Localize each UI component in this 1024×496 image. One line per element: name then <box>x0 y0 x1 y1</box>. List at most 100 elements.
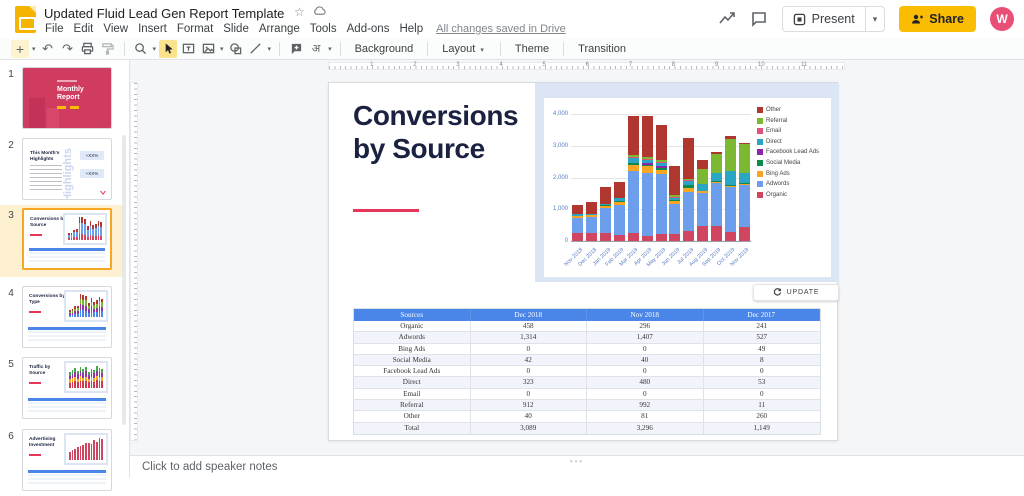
transition-button[interactable]: Transition <box>578 42 627 55</box>
menu-view[interactable]: View <box>103 23 129 35</box>
stacked-bar-feb-2019 <box>613 182 625 241</box>
bullet-lines <box>30 165 62 191</box>
document-title[interactable]: Updated Fluid Lead Gen Report Template <box>44 6 285 21</box>
notes-resize-handle[interactable]: ••• <box>569 457 585 466</box>
layout-button[interactable]: Layout ▾ <box>442 42 484 55</box>
filmstrip-slide-5[interactable]: 5 Traffic by Source <box>0 354 126 424</box>
stacked-bar-mar-2019 <box>627 115 639 241</box>
table-row-referral: Referral 912 992 11 <box>354 400 820 412</box>
mini-chart <box>66 363 106 391</box>
legend-item-direct: Direct <box>757 138 819 145</box>
share-button[interactable]: Share <box>899 6 976 32</box>
menu-insert[interactable]: Insert <box>138 23 167 35</box>
filmstrip-slide-1[interactable]: 1 Monthly Report <box>0 64 126 134</box>
menu-arrange[interactable]: Arrange <box>258 23 300 35</box>
slide-3-thumbnail[interactable]: Conversions by Source <box>22 208 112 270</box>
input-tools-caret[interactable]: ▾ <box>328 45 332 53</box>
share-label: Share <box>929 12 964 26</box>
top-bar: Updated Fluid Lead Gen Report Template ☆… <box>0 0 1024 38</box>
chart-update-button[interactable]: UPDATE <box>753 284 839 301</box>
edit-toolbar: + ▾ ↶ ↷ ▾ ▾ ▾ अ ▾ Background Layout ▾ Th… <box>0 38 1024 60</box>
slide-5-thumbnail[interactable]: Traffic by Source <box>22 357 112 419</box>
present-options-caret[interactable]: ▾ <box>872 13 878 24</box>
select-tool-icon[interactable] <box>159 39 178 58</box>
slide-title-textbox[interactable]: Conversions by Source <box>353 100 519 165</box>
mini-table <box>28 327 106 343</box>
menu-help[interactable]: Help <box>399 23 424 35</box>
table-row-bing-ads: Bing Ads 0 0 49 <box>354 343 820 355</box>
speaker-notes-input[interactable]: Click to add speaker notes <box>142 461 278 473</box>
stacked-bar-may-2019 <box>655 125 667 241</box>
chart-legend: Other Referral Email Direct Facebook Lead Ad… <box>757 107 819 202</box>
mini-chart <box>66 292 106 320</box>
speaker-notes-panel: ••• Click to add speaker notes <box>130 455 1024 478</box>
insert-line-icon[interactable] <box>247 40 265 58</box>
filmstrip-scrollbar[interactable] <box>122 135 126 425</box>
conversions-chart[interactable]: Other Referral Email Direct Facebook Lead Ad… <box>544 98 831 277</box>
menu-slide[interactable]: Slide <box>223 23 249 35</box>
table-row-social-media: Social Media 42 40 8 <box>354 354 820 367</box>
star-icon[interactable]: ☆ <box>294 5 305 19</box>
filmstrip-slide-2[interactable]: 2 This Month's Highlights Highlights +XX… <box>0 135 126 205</box>
legend-item-other: Other <box>757 107 819 113</box>
menu-file[interactable]: File <box>45 23 64 35</box>
mini-chart <box>66 435 106 463</box>
stacked-bar-sep-2019 <box>710 152 722 241</box>
slide-4-thumbnail[interactable]: Conversions by Type <box>22 286 112 348</box>
table-row-email: Email 0 0 0 <box>354 388 820 401</box>
stacked-bar-nov-2019 <box>738 142 750 241</box>
mini-chart <box>65 215 105 243</box>
menu-edit[interactable]: Edit <box>73 23 94 35</box>
menu-format[interactable]: Format <box>176 23 214 35</box>
menu-add-ons[interactable]: Add-ons <box>346 23 390 35</box>
filmstrip-slide-6[interactable]: 6 Advertising Investment <box>0 426 126 496</box>
present-label: Present <box>811 12 855 26</box>
comment-history-icon[interactable] <box>750 10 768 28</box>
sources-data-table[interactable]: Sources Dec 2018 Nov 2018 Dec 2017 Organic 45… <box>353 308 821 435</box>
insert-comment-icon[interactable] <box>287 40 305 58</box>
saved-status-link[interactable]: All changes saved in Drive <box>436 23 566 35</box>
present-button[interactable]: Present <box>783 7 866 31</box>
line-caret[interactable]: ▾ <box>267 45 272 53</box>
stacked-bar-dec-2018 <box>586 202 598 241</box>
table-row-organic: Organic 458 296 241 <box>354 321 820 333</box>
new-slide-caret[interactable]: ▾ <box>32 45 36 53</box>
filmstrip-slide-3[interactable]: 3 Conversions by Source <box>0 205 126 277</box>
slide-6-thumbnail[interactable]: Advertising Investment <box>22 429 112 491</box>
menu-bar: File Edit View Insert Format Slide Arrange Tool… <box>40 22 566 36</box>
cloud-status-icon[interactable] <box>313 5 326 19</box>
stacked-bar-oct-2019 <box>724 136 736 241</box>
zoom-caret[interactable]: ▾ <box>152 45 157 53</box>
refresh-icon <box>773 288 781 296</box>
filmstrip-slide-4[interactable]: 4 Conversions by Type <box>0 283 126 353</box>
activity-dashboard-icon[interactable] <box>718 10 736 28</box>
menu-tools[interactable]: Tools <box>309 23 337 35</box>
account-avatar[interactable]: W <box>990 7 1014 31</box>
insert-image-icon[interactable] <box>199 40 217 58</box>
print-icon[interactable] <box>79 40 97 58</box>
stacked-bar-jul-2019 <box>683 137 695 241</box>
text-box-icon[interactable] <box>179 40 197 58</box>
slide-1-thumbnail[interactable]: Monthly Report <box>22 67 112 129</box>
new-slide-button[interactable]: + <box>11 39 29 58</box>
legend-item-email: Email <box>757 128 819 135</box>
undo-icon[interactable]: ↶ <box>42 40 53 56</box>
table-row-adwords: Adwords 1,314 1,407 527 <box>354 332 820 344</box>
theme-button[interactable]: Theme <box>514 42 550 55</box>
legend-item-organic: Organic <box>757 191 819 198</box>
input-tools-icon[interactable]: अ <box>311 43 321 55</box>
background-button[interactable]: Background <box>354 42 414 55</box>
current-slide[interactable]: Conversions by Source Other Referral Email… <box>328 82 839 441</box>
table-row-direct: Direct 323 480 53 <box>354 377 820 389</box>
paint-format-icon[interactable] <box>99 40 117 58</box>
slide-2-thumbnail[interactable]: This Month's Highlights Highlights +XX% … <box>22 138 112 200</box>
insert-shape-icon[interactable] <box>227 40 245 58</box>
topbar-actions: Present ▾ Share W <box>718 4 1014 34</box>
slides-app-icon[interactable] <box>15 6 36 33</box>
table-row-other: Other 40 81 260 <box>354 411 820 423</box>
stacked-bar-apr-2019 <box>641 115 653 241</box>
redo-icon[interactable]: ↷ <box>62 40 73 56</box>
image-caret[interactable]: ▾ <box>220 45 224 53</box>
title-accent-line[interactable] <box>353 209 419 212</box>
zoom-icon[interactable] <box>132 40 150 58</box>
